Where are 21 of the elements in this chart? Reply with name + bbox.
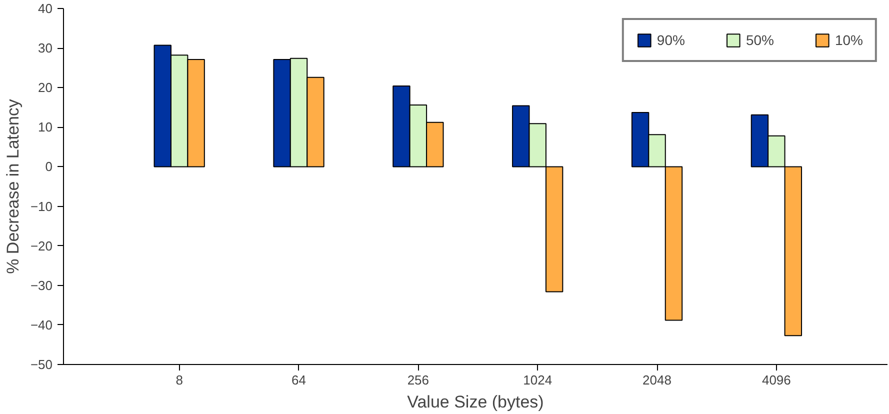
x-tick-label: 64 (292, 372, 306, 388)
y-axis-title: % Decrease in Latency (3, 98, 22, 274)
y-tick-label: 20 (38, 80, 53, 96)
x-axis-title: Value Size (bytes) (407, 392, 544, 412)
y-tick-label: 10 (38, 120, 53, 135)
y-tick-label: −20 (30, 238, 53, 254)
y-tick-label: −50 (30, 357, 53, 372)
x-tick-label: 1024 (523, 372, 552, 388)
y-tick-label: 30 (38, 40, 53, 56)
y-tick-label: −40 (30, 317, 53, 332)
legend-label: 50% (746, 32, 774, 48)
y-tick-label: −10 (30, 198, 53, 214)
y-tick-label: 0 (45, 159, 53, 174)
y-tick-label: 40 (38, 1, 53, 16)
x-tick-label: 4096 (762, 372, 791, 388)
legend-label: 10% (834, 32, 863, 48)
y-tick-label: −30 (30, 278, 53, 293)
x-tick-label: 256 (407, 372, 430, 388)
x-tick-label: 8 (176, 372, 183, 388)
legend-label: 90% (656, 32, 685, 48)
x-tick-label: 2048 (642, 372, 672, 388)
